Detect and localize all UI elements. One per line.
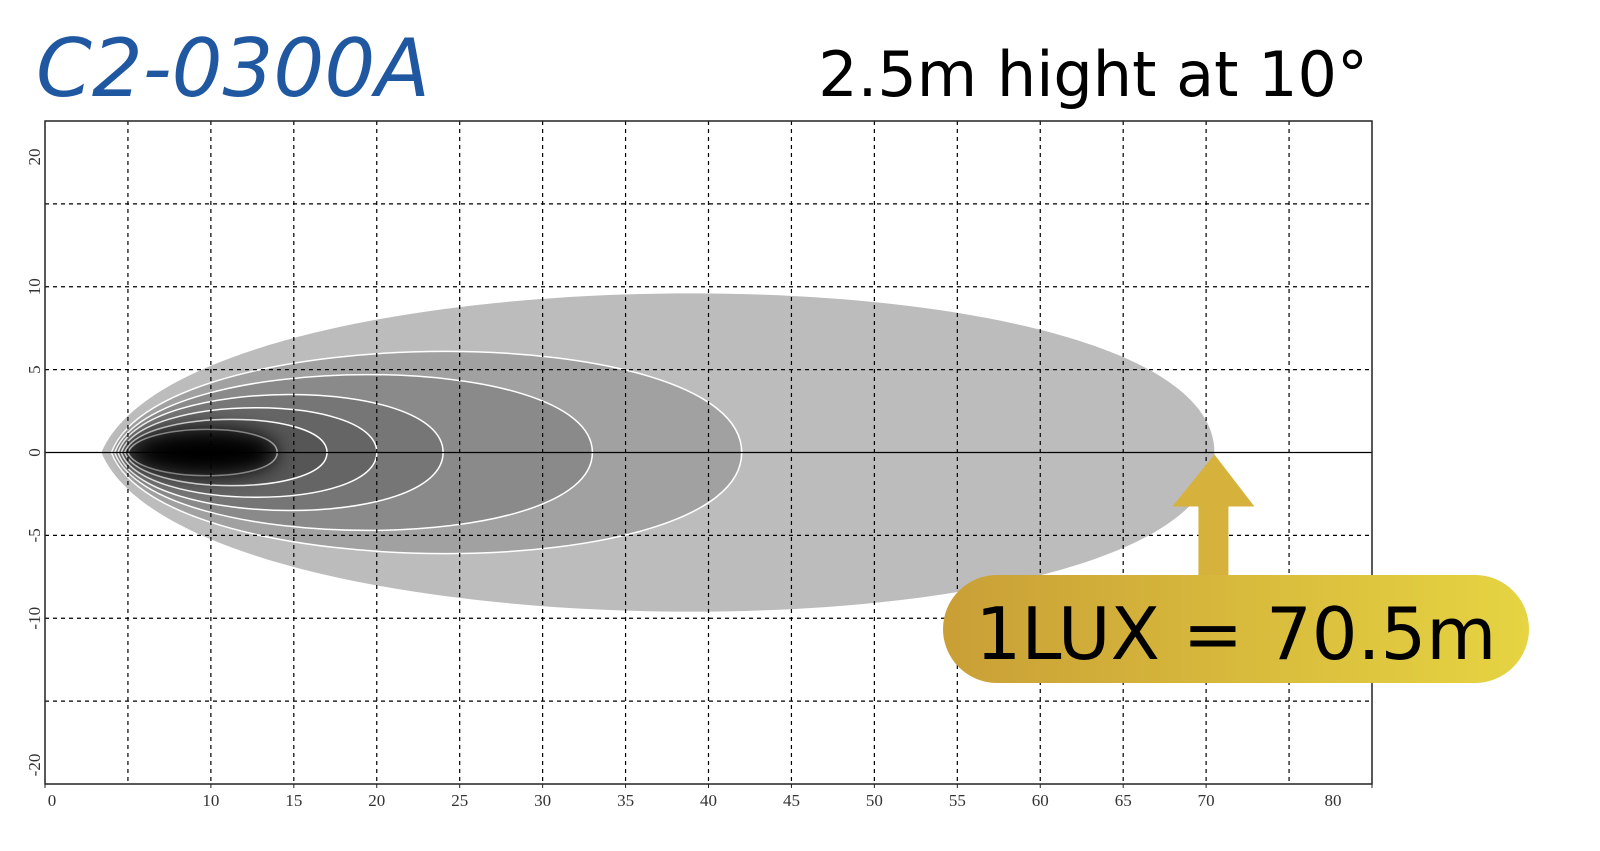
y-tick-label: -5 bbox=[25, 528, 44, 542]
x-tick-label: 50 bbox=[866, 791, 883, 810]
x-tick-label: 45 bbox=[783, 791, 800, 810]
x-tick-label: 20 bbox=[368, 791, 385, 810]
x-tick-label: 10 bbox=[202, 791, 219, 810]
y-tick-label: 10 bbox=[25, 278, 44, 295]
x-tick-label: 40 bbox=[700, 791, 717, 810]
annotation-arrow bbox=[1172, 454, 1255, 578]
annotation-box bbox=[943, 575, 1529, 683]
x-tick-label: 55 bbox=[949, 791, 966, 810]
x-tick-label: 60 bbox=[1032, 791, 1049, 810]
y-tick-label: -10 bbox=[25, 607, 44, 630]
x-tick-label: 70 bbox=[1198, 791, 1215, 810]
chart-title: C2-0300A bbox=[36, 22, 430, 115]
x-tick-label: 15 bbox=[285, 791, 302, 810]
x-tick-label: 65 bbox=[1115, 791, 1132, 810]
y-tick-label: 5 bbox=[25, 365, 44, 374]
y-tick-label: 0 bbox=[25, 448, 44, 457]
chart-subtitle: 2.5m hight at 10° bbox=[818, 38, 1368, 111]
x-tick-label: 25 bbox=[451, 791, 468, 810]
y-tick-label: -20 bbox=[25, 754, 44, 777]
x-tick-label: 0 bbox=[48, 791, 57, 810]
x-tick-label: 30 bbox=[534, 791, 551, 810]
annotation-label: 1LUX = 70.5m bbox=[976, 592, 1497, 676]
y-tick-label: 20 bbox=[25, 149, 44, 166]
x-tick-label: 35 bbox=[617, 791, 634, 810]
x-tick-label: 80 bbox=[1325, 791, 1342, 810]
